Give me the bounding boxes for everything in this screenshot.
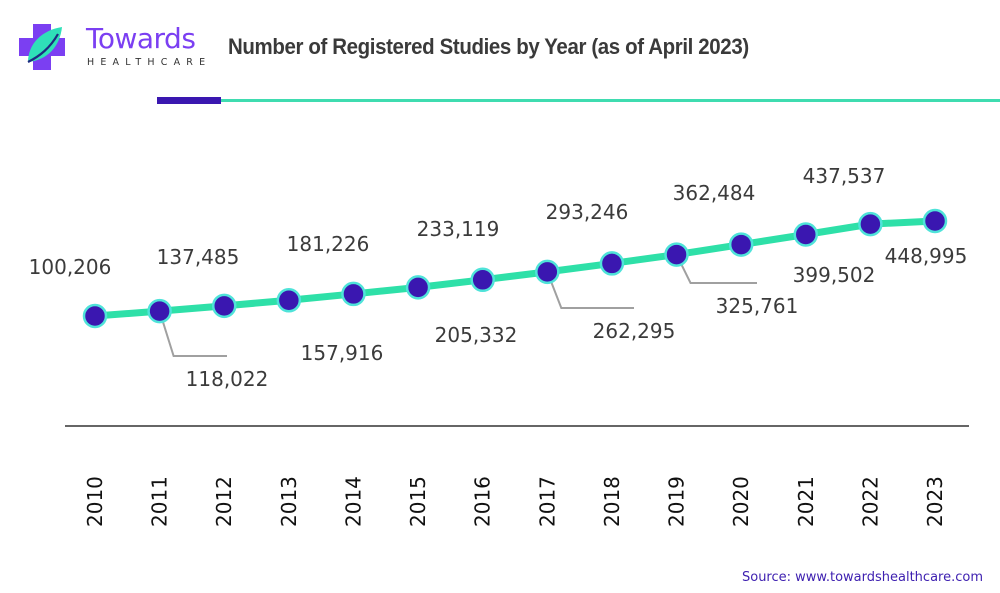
- data-marker: [858, 211, 883, 237]
- data-marker: [405, 275, 431, 300]
- data-label: 437,537: [803, 164, 886, 188]
- leader-line: [158, 310, 227, 357]
- x-tick-label: 2013: [277, 476, 301, 527]
- data-marker: [728, 232, 754, 257]
- source-note: Source: www.towardshealthcare.com: [741, 570, 983, 585]
- x-tick-label: 2021: [794, 476, 818, 527]
- x-tick-label: 2022: [858, 476, 882, 527]
- data-marker: [276, 288, 302, 313]
- data-label: 157,916: [301, 341, 384, 365]
- data-marker: [599, 251, 625, 276]
- data-label: 181,226: [287, 232, 370, 256]
- data-markers: [82, 208, 948, 329]
- data-label: 293,246: [546, 200, 629, 224]
- data-marker: [211, 293, 237, 319]
- x-tick-label: 2016: [471, 476, 495, 527]
- leader-line: [546, 271, 634, 309]
- data-marker: [147, 298, 172, 324]
- x-tick-label: 2019: [665, 476, 689, 527]
- data-marker: [82, 303, 108, 329]
- data-label: 205,332: [435, 323, 518, 347]
- x-tick-label: 2015: [406, 476, 430, 527]
- data-label: 100,206: [29, 255, 112, 279]
- x-tick-label: 2018: [600, 476, 624, 527]
- data-labels: 100,206 118,022 137,485 157,916 181,226 205,3…: [29, 164, 968, 391]
- x-tick-label: 2023: [923, 476, 947, 527]
- data-label: 118,022: [186, 367, 269, 391]
- data-label: 399,502: [793, 263, 876, 287]
- medical-cross-leaf-icon: [19, 24, 65, 70]
- data-marker: [341, 281, 366, 307]
- data-label: 262,295: [593, 319, 676, 343]
- data-label: 325,761: [716, 294, 799, 318]
- x-tick-label: 2011: [148, 476, 172, 527]
- data-label: 137,485: [157, 245, 240, 269]
- x-tick-label: 2020: [729, 476, 753, 527]
- brand-subtitle: HEALTHCARE: [87, 57, 212, 68]
- title-underline: [221, 99, 1000, 102]
- x-tick-label: 2010: [83, 476, 107, 527]
- data-marker: [922, 208, 948, 234]
- data-marker: [535, 259, 560, 285]
- brand-logo: Towards HEALTHCARE: [14, 20, 205, 72]
- leader-line: [675, 254, 757, 284]
- data-marker: [793, 222, 819, 247]
- title-accent-bar: [157, 97, 221, 104]
- chart-title: Number of Registered Studies by Year (as…: [228, 34, 749, 59]
- x-tick-labels: 2010 2011 2012 2013 2014 2015 2016 2017 2018 2019…: [83, 476, 947, 527]
- data-marker: [470, 267, 495, 293]
- data-marker: [664, 242, 689, 267]
- x-tick-label: 2014: [341, 476, 365, 527]
- data-label: 233,119: [417, 217, 500, 241]
- data-label: 362,484: [673, 181, 756, 205]
- brand-name: Towards: [86, 22, 196, 55]
- data-label: 448,995: [885, 244, 968, 268]
- x-tick-label: 2012: [212, 476, 236, 527]
- x-tick-label: 2017: [535, 476, 559, 527]
